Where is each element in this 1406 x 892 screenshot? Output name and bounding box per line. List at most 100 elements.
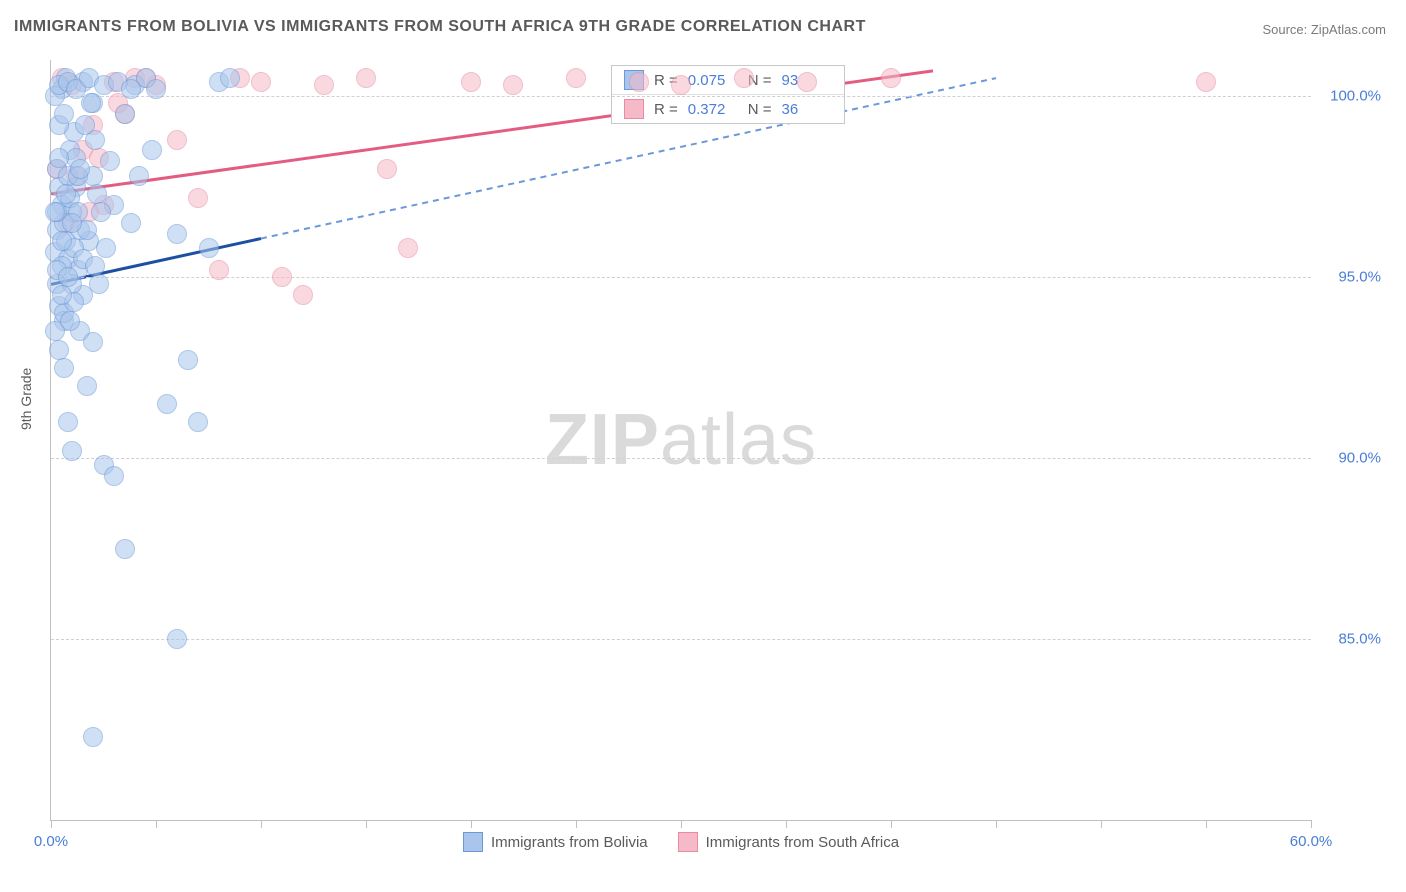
data-point-bolivia — [83, 332, 103, 352]
data-point-south-africa — [566, 68, 586, 88]
data-point-bolivia — [157, 394, 177, 414]
data-point-bolivia — [178, 350, 198, 370]
data-point-south-africa — [881, 68, 901, 88]
x-max-label: 60.0% — [1290, 833, 1333, 850]
gridline — [51, 639, 1311, 640]
chart-title: IMMIGRANTS FROM BOLIVIA VS IMMIGRANTS FR… — [14, 18, 866, 36]
x-tick — [891, 820, 892, 828]
data-point-bolivia — [60, 311, 80, 331]
bolivia-r-value: 0.075 — [688, 72, 738, 89]
data-point-bolivia — [89, 274, 109, 294]
data-point-bolivia — [100, 151, 120, 171]
y-tick-label: 100.0% — [1321, 88, 1381, 105]
data-point-bolivia — [54, 104, 74, 124]
data-point-bolivia — [142, 140, 162, 160]
data-point-south-africa — [503, 75, 523, 95]
data-point-south-africa — [671, 75, 691, 95]
data-point-bolivia — [129, 166, 149, 186]
n-label: N = — [748, 101, 772, 118]
gridline — [51, 277, 1311, 278]
data-point-bolivia — [56, 184, 76, 204]
swatch-south-africa — [624, 99, 644, 119]
y-tick-label: 95.0% — [1321, 269, 1381, 286]
scatter-plot-area: ZIPatlas R = 0.075 N = 93 R = 0.372 N = … — [50, 60, 1311, 821]
r-label: R = — [654, 101, 678, 118]
data-point-bolivia — [146, 79, 166, 99]
data-point-bolivia — [70, 159, 90, 179]
data-point-south-africa — [398, 238, 418, 258]
data-point-bolivia — [121, 79, 141, 99]
data-point-bolivia — [62, 441, 82, 461]
data-point-bolivia — [199, 238, 219, 258]
data-point-south-africa — [734, 68, 754, 88]
data-point-south-africa — [272, 267, 292, 287]
data-point-south-africa — [209, 260, 229, 280]
source-label: Source: ZipAtlas.com — [1262, 22, 1386, 37]
stats-row-south-africa: R = 0.372 N = 36 — [612, 95, 844, 123]
x-tick — [1311, 820, 1312, 828]
x-tick — [576, 820, 577, 828]
x-tick — [51, 820, 52, 828]
data-point-bolivia — [83, 727, 103, 747]
data-point-bolivia — [167, 629, 187, 649]
trend-lines-layer — [51, 60, 1311, 820]
x-tick — [1206, 820, 1207, 828]
x-min-label: 0.0% — [34, 833, 68, 850]
data-point-south-africa — [251, 72, 271, 92]
data-point-bolivia — [54, 358, 74, 378]
bottom-legend: Immigrants from Bolivia Immigrants from … — [51, 832, 1311, 852]
data-point-south-africa — [314, 75, 334, 95]
data-point-bolivia — [58, 267, 78, 287]
x-tick — [1101, 820, 1102, 828]
x-tick — [156, 820, 157, 828]
data-point-bolivia — [188, 412, 208, 432]
legend-label-bolivia: Immigrants from Bolivia — [491, 834, 648, 851]
data-point-bolivia — [115, 104, 135, 124]
data-point-bolivia — [75, 115, 95, 135]
data-point-south-africa — [356, 68, 376, 88]
x-tick — [786, 820, 787, 828]
sa-r-value: 0.372 — [688, 101, 738, 118]
swatch-south-africa — [678, 832, 698, 852]
data-point-south-africa — [167, 130, 187, 150]
legend-label-south-africa: Immigrants from South Africa — [706, 834, 899, 851]
data-point-bolivia — [52, 231, 72, 251]
watermark-text: ZIPatlas — [545, 399, 817, 481]
data-point-south-africa — [629, 72, 649, 92]
data-point-bolivia — [52, 285, 72, 305]
x-tick — [366, 820, 367, 828]
data-point-south-africa — [188, 188, 208, 208]
data-point-south-africa — [377, 159, 397, 179]
gridline — [51, 458, 1311, 459]
x-tick — [681, 820, 682, 828]
data-point-bolivia — [58, 412, 78, 432]
y-tick-label: 90.0% — [1321, 450, 1381, 467]
data-point-bolivia — [96, 238, 116, 258]
data-point-bolivia — [220, 68, 240, 88]
data-point-bolivia — [77, 376, 97, 396]
data-point-bolivia — [49, 340, 69, 360]
data-point-south-africa — [1196, 72, 1216, 92]
swatch-bolivia — [463, 832, 483, 852]
x-tick — [471, 820, 472, 828]
data-point-bolivia — [81, 93, 101, 113]
data-point-south-africa — [461, 72, 481, 92]
data-point-bolivia — [62, 213, 82, 233]
data-point-bolivia — [115, 539, 135, 559]
y-axis-label: 9th Grade — [18, 368, 34, 430]
data-point-bolivia — [49, 148, 69, 168]
data-point-bolivia — [167, 224, 187, 244]
y-tick-label: 85.0% — [1321, 631, 1381, 648]
data-point-bolivia — [121, 213, 141, 233]
data-point-bolivia — [104, 466, 124, 486]
data-point-bolivia — [85, 256, 105, 276]
sa-n-value: 36 — [782, 101, 832, 118]
data-point-south-africa — [797, 72, 817, 92]
legend-item-bolivia: Immigrants from Bolivia — [463, 832, 648, 852]
x-tick — [996, 820, 997, 828]
data-point-bolivia — [91, 202, 111, 222]
legend-item-south-africa: Immigrants from South Africa — [678, 832, 899, 852]
gridline — [51, 96, 1311, 97]
data-point-south-africa — [293, 285, 313, 305]
x-tick — [261, 820, 262, 828]
